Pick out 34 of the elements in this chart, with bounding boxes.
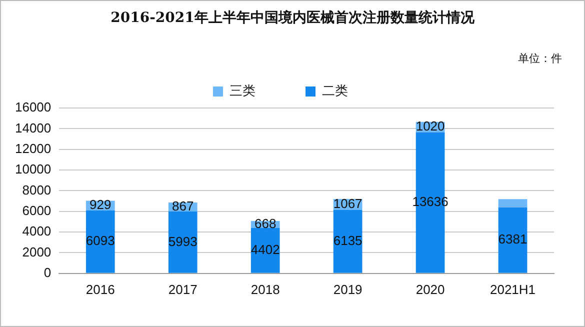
x-tick-label: 2019 bbox=[333, 282, 362, 297]
data-label: 4402 bbox=[250, 242, 280, 257]
y-tick-label: 16000 bbox=[14, 100, 52, 115]
data-label: 5993 bbox=[168, 234, 198, 249]
bar bbox=[86, 210, 115, 273]
data-label: 1067 bbox=[333, 196, 362, 212]
x-tick-label: 2016 bbox=[86, 282, 115, 297]
data-label: 6381 bbox=[498, 232, 528, 247]
data-label: 6093 bbox=[86, 233, 115, 248]
y-tick-label: 4000 bbox=[22, 224, 52, 239]
y-tick-label: 10000 bbox=[14, 162, 52, 177]
y-tick-label: 8000 bbox=[22, 182, 52, 198]
y-tick-label: 0 bbox=[44, 264, 52, 280]
x-tick-label: 2018 bbox=[250, 282, 280, 297]
text: 单位：件 bbox=[518, 51, 562, 66]
bar bbox=[333, 210, 362, 273]
x-tick-label: 2017 bbox=[168, 282, 198, 297]
data-label: 867 bbox=[172, 198, 194, 214]
bar bbox=[498, 207, 528, 273]
y-tick-label: 12000 bbox=[14, 140, 52, 156]
bar bbox=[250, 228, 280, 273]
legend-label: 二类 bbox=[322, 83, 348, 98]
data-label: 6135 bbox=[333, 233, 362, 248]
legend-label: 三类 bbox=[230, 83, 256, 98]
y-tick-label: 6000 bbox=[22, 202, 52, 218]
bar bbox=[498, 199, 528, 208]
y-tick-label: 14000 bbox=[14, 120, 52, 136]
y-tick-label: 2000 bbox=[22, 244, 52, 260]
x-tick-label: 2021H1 bbox=[490, 282, 536, 297]
bar bbox=[168, 211, 198, 273]
chart-title: 2016-2021年上半年中国境内医械首次注册数量统计情况 bbox=[110, 9, 476, 27]
data-label: 929 bbox=[90, 197, 112, 212]
data-label: 1020 bbox=[416, 118, 445, 134]
x-tick-label: 2020 bbox=[416, 282, 445, 297]
